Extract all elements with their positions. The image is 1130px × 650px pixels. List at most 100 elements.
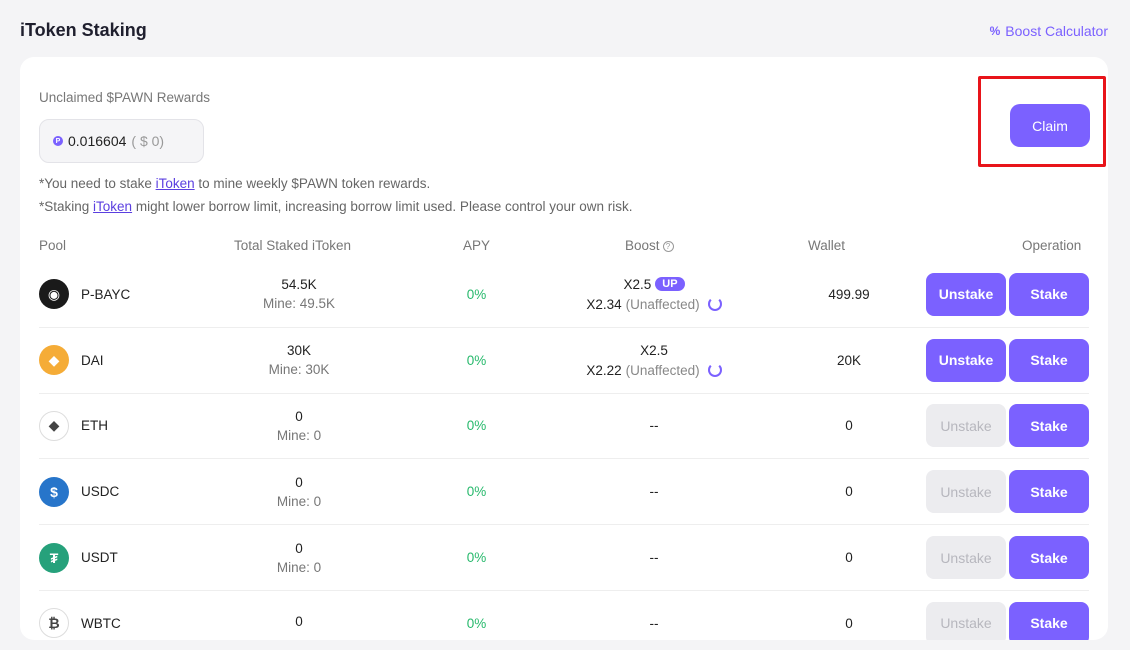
- total-staked: 0: [295, 613, 303, 629]
- pool-name: WBTC: [81, 615, 121, 631]
- note-text: *Staking: [39, 199, 94, 214]
- apy-value: 0%: [466, 550, 487, 566]
- boost-value: X2.5: [623, 276, 652, 292]
- boost-line: X2.5 UP: [623, 276, 685, 292]
- note-text: to mine weekly $PAWN token rewards.: [194, 176, 431, 191]
- boost-calculator-link[interactable]: % Boost Calculator: [990, 23, 1108, 39]
- pool-name: USDC: [81, 484, 120, 500]
- rewards-amount: 0.016604: [68, 133, 127, 149]
- claim-button[interactable]: Claim: [1010, 104, 1090, 147]
- table-row: ◉ P-BAYC 54.5K Mine: 49.5K 0% X2.5 UP X2.3…: [39, 262, 1089, 328]
- pawn-coin-icon: P: [53, 136, 63, 146]
- claim-highlight-box: [978, 76, 1106, 167]
- header-operation: Operation: [1022, 238, 1082, 253]
- boost-cell: X2.5 X2.22 (Unaffected): [574, 328, 734, 393]
- pool-cell: ◉ P-BAYC: [39, 262, 130, 327]
- total-staked: 30K: [286, 343, 312, 359]
- wallet-balance: 499.99: [828, 286, 870, 302]
- boost-value: --: [649, 484, 659, 500]
- total-staked: 0: [295, 474, 303, 490]
- note-text: *You need to stake: [39, 176, 156, 191]
- table-row: ◆ DAI 30K Mine: 30K 0% X2.5 X2.22 (Unaffec…: [39, 328, 1089, 394]
- dai-icon: ◆: [39, 345, 69, 376]
- unstake-button[interactable]: Unstake: [926, 338, 1006, 382]
- header-wallet: Wallet: [808, 238, 846, 253]
- unstake-button[interactable]: Unstake: [926, 404, 1006, 448]
- apy-value: 0%: [466, 352, 487, 368]
- table-row: ₿ WBTC 0 0% -- 0 Unstake Stake: [39, 591, 1089, 640]
- mine-staked: Mine: 30K: [268, 362, 330, 378]
- staked-cell: 54.5K Mine: 49.5K: [219, 262, 379, 327]
- stake-button[interactable]: Stake: [1009, 272, 1089, 316]
- unstake-button[interactable]: Unstake: [926, 536, 1006, 580]
- boost-current: X2.22: [586, 362, 622, 378]
- operation-cell: Unstake Stake: [926, 591, 1089, 640]
- mine-staked: Mine: 49.5K: [262, 296, 336, 312]
- unstake-button[interactable]: Unstake: [926, 470, 1006, 514]
- boost-value: --: [649, 550, 659, 566]
- header-total-staked: Total Staked iToken: [234, 238, 352, 253]
- pool-cell: ◆ ETH: [39, 394, 108, 459]
- apy-value: 0%: [466, 484, 487, 500]
- pool-table-body: ◉ P-BAYC 54.5K Mine: 49.5K 0% X2.5 UP X2.3…: [20, 262, 1108, 640]
- bayc-icon: ◉: [39, 279, 69, 310]
- header-apy: APY: [463, 238, 491, 253]
- boost-cell: --: [574, 591, 734, 640]
- loading-spinner-icon: [707, 363, 722, 378]
- boost-line: X2.22 (Unaffected): [586, 362, 722, 378]
- rewards-label: Unclaimed $PAWN Rewards: [39, 90, 211, 105]
- pool-cell: ◆ DAI: [39, 328, 104, 393]
- operation-cell: Unstake Stake: [926, 262, 1089, 327]
- unaffected-label: (Unaffected): [625, 362, 700, 378]
- staked-cell: 0 Mine: 0: [219, 394, 379, 459]
- wallet-balance: 0: [845, 484, 853, 500]
- unstake-button[interactable]: Unstake: [926, 272, 1006, 316]
- boost-line: X2.5: [640, 343, 668, 358]
- staked-cell: 30K Mine: 30K: [219, 328, 379, 393]
- percent-icon: %: [989, 24, 1001, 38]
- mine-staked: Mine: 0: [276, 559, 322, 575]
- stake-button[interactable]: Stake: [1009, 404, 1089, 448]
- operation-cell: Unstake Stake: [926, 525, 1089, 590]
- itoken-link[interactable]: iToken: [93, 199, 133, 214]
- pool-name: ETH: [81, 418, 108, 434]
- pool-cell: $ USDC: [39, 459, 119, 524]
- usdt-icon: ₮: [39, 542, 69, 573]
- apy-value: 0%: [466, 615, 487, 631]
- boost-line: X2.34 (Unaffected): [586, 296, 722, 312]
- wallet-balance: 0: [845, 615, 853, 631]
- unstake-button[interactable]: Unstake: [926, 601, 1006, 640]
- apy-value: 0%: [466, 286, 487, 302]
- staking-card: Unclaimed $PAWN Rewards P 0.016604 ( $ 0…: [20, 57, 1108, 640]
- page-title: iToken Staking: [20, 20, 147, 40]
- table-row: ◆ ETH 0 Mine: 0 0% -- 0 Unstake Stake: [39, 394, 1089, 460]
- total-staked: 54.5K: [281, 277, 317, 293]
- boost-calculator-label: Boost Calculator: [1005, 23, 1108, 39]
- eth-icon: ◆: [39, 410, 69, 441]
- operation-cell: Unstake Stake: [926, 394, 1089, 459]
- pool-name: DAI: [81, 352, 104, 368]
- boost-value: X2.5: [640, 342, 668, 358]
- wallet-balance: 0: [845, 418, 853, 434]
- operation-cell: Unstake Stake: [926, 328, 1089, 393]
- stake-button[interactable]: Stake: [1009, 470, 1089, 514]
- boost-cell: --: [574, 394, 734, 459]
- header-boost-label: Boost: [625, 238, 660, 253]
- usdc-icon: $: [39, 476, 69, 507]
- stake-button[interactable]: Stake: [1009, 536, 1089, 580]
- pool-cell: ₮ USDT: [39, 525, 118, 590]
- pool-name: P-BAYC: [81, 286, 131, 302]
- itoken-link[interactable]: iToken: [155, 176, 195, 191]
- boost-value: --: [649, 615, 659, 631]
- table-row: $ USDC 0 Mine: 0 0% -- 0 Unstake Stake: [39, 459, 1089, 526]
- staked-cell: 0 Mine: 0: [219, 459, 379, 524]
- unaffected-label: (Unaffected): [625, 296, 700, 312]
- stake-button[interactable]: Stake: [1009, 338, 1089, 382]
- help-icon[interactable]: ?: [662, 240, 674, 252]
- total-staked: 0: [295, 540, 303, 556]
- note-text: might lower borrow limit, increasing bor…: [132, 199, 633, 214]
- mine-staked: Mine: 0: [276, 493, 322, 509]
- stake-button[interactable]: Stake: [1009, 601, 1089, 640]
- mine-staked: Mine: 0: [276, 427, 322, 443]
- header-pool: Pool: [39, 238, 67, 253]
